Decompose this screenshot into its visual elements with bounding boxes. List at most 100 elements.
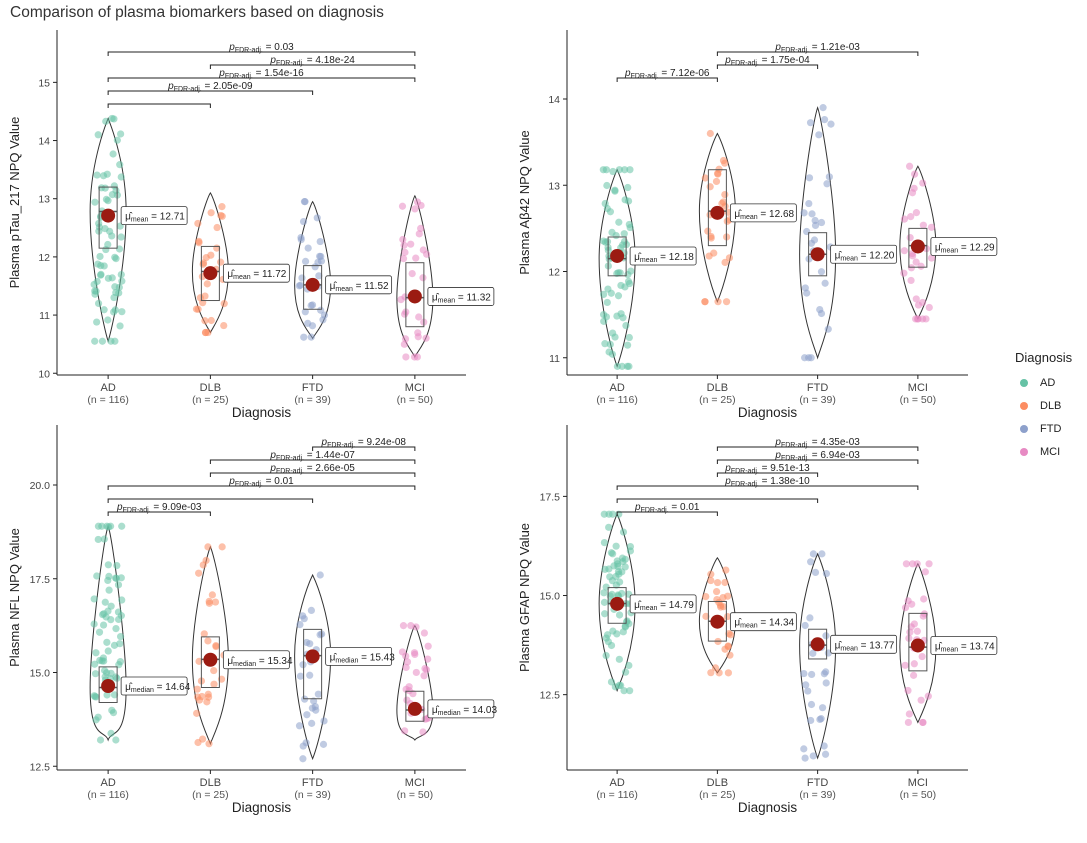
mean-label-text: μ̂mean = 13.74 bbox=[935, 640, 995, 653]
comparison-bracket: pFDR-adj. = 6.94e-03 bbox=[716, 450, 919, 464]
data-point bbox=[397, 296, 405, 304]
y-tick-label: 20.0 bbox=[30, 480, 51, 492]
data-point bbox=[100, 306, 108, 314]
violin-mci bbox=[899, 562, 937, 724]
data-point bbox=[909, 671, 918, 679]
data-point bbox=[707, 234, 715, 242]
data-point bbox=[806, 614, 814, 622]
bracket-line bbox=[716, 446, 919, 451]
data-point bbox=[809, 752, 817, 760]
data-point bbox=[204, 637, 212, 645]
data-point bbox=[809, 550, 817, 558]
data-point bbox=[806, 119, 815, 127]
mean-label: μ̂mean = 13.77 bbox=[830, 634, 898, 654]
comparison-bracket: pFDR-adj. = 9.51e-13 bbox=[716, 463, 819, 477]
mean-label-box bbox=[729, 612, 797, 632]
data-point bbox=[815, 131, 823, 139]
data-point bbox=[112, 574, 120, 582]
mean-label-box bbox=[427, 699, 495, 719]
mean-label-box bbox=[120, 206, 188, 225]
legend-label-ftd: FTD bbox=[1040, 422, 1062, 435]
data-point bbox=[600, 317, 608, 325]
data-point bbox=[220, 321, 228, 330]
box bbox=[908, 612, 928, 672]
y-tick-label: 14 bbox=[38, 136, 50, 148]
data-point bbox=[800, 745, 808, 753]
data-point bbox=[112, 736, 120, 744]
data-point bbox=[194, 219, 202, 228]
data-point bbox=[117, 270, 125, 279]
box bbox=[908, 227, 928, 268]
data-point bbox=[91, 670, 100, 678]
data-point bbox=[96, 252, 104, 261]
data-point bbox=[719, 156, 728, 165]
box bbox=[405, 690, 425, 722]
legend-title: Diagnosis bbox=[1015, 350, 1073, 365]
bracket-line bbox=[107, 51, 416, 56]
data-point bbox=[905, 162, 914, 170]
data-point bbox=[195, 696, 204, 704]
data-point bbox=[110, 182, 118, 190]
y-tick-label: 12 bbox=[548, 267, 560, 279]
data-point bbox=[821, 279, 829, 287]
data-point bbox=[399, 235, 407, 244]
data-point bbox=[298, 274, 306, 282]
data-point bbox=[805, 199, 813, 208]
y-axis-label: Plasma NFL NPQ Value bbox=[7, 528, 22, 667]
mean-label-box bbox=[830, 244, 898, 264]
data-point bbox=[907, 264, 916, 272]
x-tick-label: AD bbox=[100, 382, 115, 394]
box bbox=[607, 236, 627, 277]
data-point bbox=[817, 218, 826, 227]
data-point bbox=[606, 340, 614, 348]
mean-label-box bbox=[325, 646, 393, 666]
data-point bbox=[900, 215, 909, 223]
data-point bbox=[611, 333, 619, 341]
data-point bbox=[194, 305, 202, 313]
data-point bbox=[613, 630, 621, 638]
data-point bbox=[603, 181, 611, 190]
data-point bbox=[217, 211, 225, 220]
data-point bbox=[399, 255, 408, 263]
data-point bbox=[109, 709, 118, 717]
data-point bbox=[599, 310, 608, 319]
data-point bbox=[199, 561, 207, 569]
data-point bbox=[919, 221, 927, 229]
data-point bbox=[401, 248, 409, 256]
data-point bbox=[97, 271, 105, 279]
data-point bbox=[917, 262, 925, 270]
x-count-label: (n = 50) bbox=[397, 789, 433, 801]
data-point bbox=[808, 670, 816, 679]
data-point bbox=[419, 246, 427, 254]
data-point bbox=[715, 669, 723, 677]
data-point bbox=[420, 672, 428, 680]
data-point bbox=[117, 173, 125, 181]
data-point bbox=[625, 220, 633, 229]
data-point bbox=[802, 681, 810, 689]
mean-label: μ̂mean = 12.20 bbox=[830, 244, 898, 264]
violin-ftd bbox=[294, 573, 332, 761]
p-value-label: pFDR-adj. = 2.05e-09 bbox=[167, 81, 253, 93]
data-point bbox=[204, 328, 212, 337]
data-point bbox=[94, 299, 103, 308]
data-point bbox=[111, 253, 119, 261]
x-tick-label: AD bbox=[100, 777, 115, 789]
bracket-line bbox=[107, 485, 416, 490]
data-point bbox=[805, 354, 813, 362]
p-value-label: pFDR-adj. = 9.24e-08 bbox=[321, 437, 407, 449]
chart-panel-3: 12.5 15.0 17.5 20.0 Plasma NFL NPQ Value Diag… bbox=[7, 425, 497, 815]
data-point bbox=[93, 277, 101, 286]
data-point bbox=[301, 257, 310, 265]
box bbox=[707, 169, 727, 247]
mean-label-box bbox=[729, 203, 797, 223]
mean-label-text: μ̂mean = 12.29 bbox=[935, 241, 995, 254]
data-point bbox=[900, 247, 909, 255]
data-point bbox=[210, 680, 218, 688]
data-point bbox=[601, 610, 609, 618]
mean-label-box bbox=[222, 263, 290, 283]
data-point bbox=[402, 663, 410, 672]
data-point bbox=[702, 593, 710, 601]
data-point bbox=[724, 669, 733, 677]
bracket-line bbox=[716, 459, 919, 464]
data-point bbox=[99, 621, 108, 629]
